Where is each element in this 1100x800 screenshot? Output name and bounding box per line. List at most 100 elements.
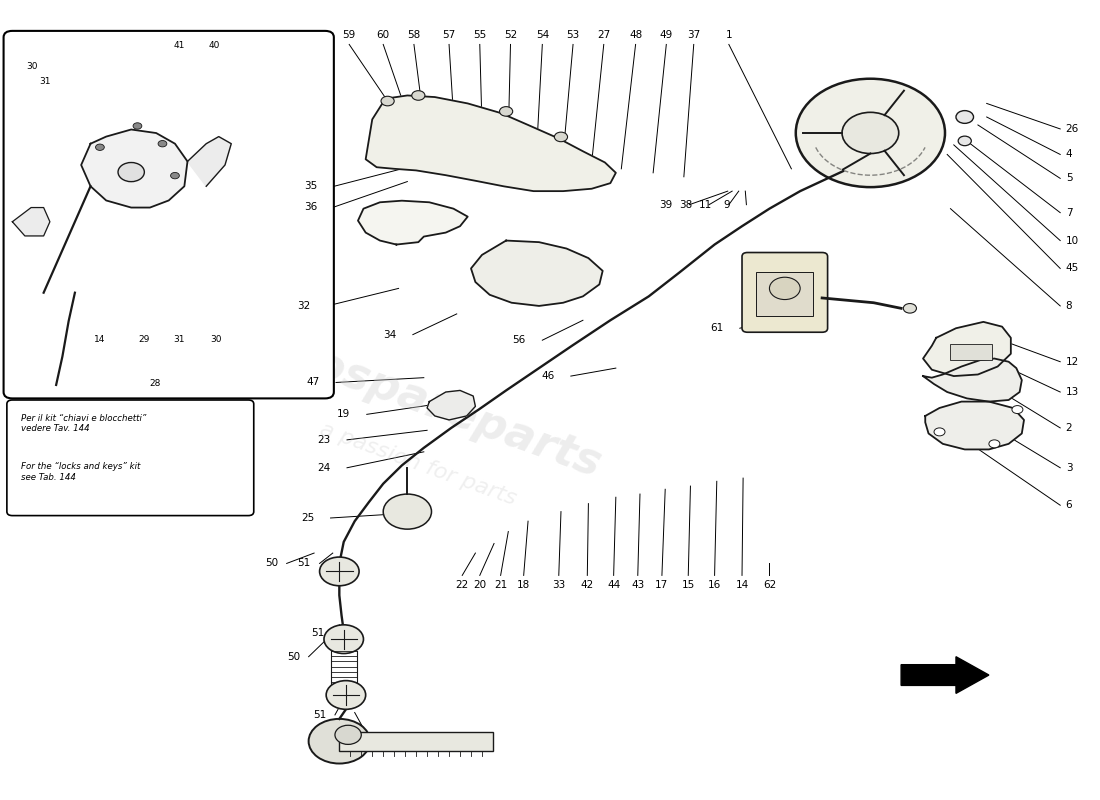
Text: 50: 50 xyxy=(342,723,354,734)
FancyBboxPatch shape xyxy=(7,400,254,515)
Text: 25: 25 xyxy=(300,513,315,523)
Circle shape xyxy=(327,681,365,710)
Bar xyxy=(339,732,493,750)
Text: 14: 14 xyxy=(95,335,106,344)
Circle shape xyxy=(903,303,916,313)
Circle shape xyxy=(956,110,974,123)
Text: 46: 46 xyxy=(541,371,554,381)
Text: 44: 44 xyxy=(607,580,620,590)
Text: 27: 27 xyxy=(597,30,611,40)
Circle shape xyxy=(554,132,568,142)
Text: 51: 51 xyxy=(312,710,327,720)
Text: 38: 38 xyxy=(680,200,693,210)
Text: 10: 10 xyxy=(1066,235,1079,246)
Text: 42: 42 xyxy=(581,580,594,590)
Polygon shape xyxy=(12,207,50,236)
Circle shape xyxy=(309,719,370,763)
Circle shape xyxy=(383,494,431,529)
Text: 29: 29 xyxy=(139,335,150,344)
Circle shape xyxy=(118,162,144,182)
Text: 53: 53 xyxy=(566,30,580,40)
Text: 13: 13 xyxy=(1066,387,1079,397)
Bar xyxy=(757,273,813,316)
Text: 5: 5 xyxy=(1066,174,1072,183)
Text: 8: 8 xyxy=(1066,301,1072,311)
Text: For the “locks and keys” kit
see Tab. 144: For the “locks and keys” kit see Tab. 14… xyxy=(21,462,141,482)
Polygon shape xyxy=(925,402,1024,450)
Text: 52: 52 xyxy=(504,30,517,40)
Circle shape xyxy=(334,726,361,744)
Text: 30: 30 xyxy=(26,62,37,71)
Circle shape xyxy=(842,112,899,154)
Polygon shape xyxy=(923,322,1011,376)
Circle shape xyxy=(934,428,945,436)
Circle shape xyxy=(989,440,1000,448)
Text: 61: 61 xyxy=(711,323,724,334)
Text: eurospareparts: eurospareparts xyxy=(230,314,607,486)
Text: 47: 47 xyxy=(306,378,320,387)
Polygon shape xyxy=(923,358,1022,402)
Text: 12: 12 xyxy=(1066,357,1079,366)
Text: 56: 56 xyxy=(513,335,526,346)
Polygon shape xyxy=(901,657,989,694)
Circle shape xyxy=(133,122,142,129)
Circle shape xyxy=(958,136,971,146)
Text: 39: 39 xyxy=(660,200,673,210)
Text: 4: 4 xyxy=(1066,150,1072,159)
Text: 18: 18 xyxy=(517,580,530,590)
Circle shape xyxy=(158,141,167,147)
Text: 60: 60 xyxy=(376,30,389,40)
Circle shape xyxy=(795,78,945,187)
Text: 54: 54 xyxy=(536,30,549,40)
Text: 50: 50 xyxy=(287,652,300,662)
Text: Per il kit “chiavi e blocchetti”
vedere Tav. 144: Per il kit “chiavi e blocchetti” vedere … xyxy=(21,414,146,433)
Text: 15: 15 xyxy=(682,580,695,590)
Text: 45: 45 xyxy=(1066,263,1079,274)
Bar xyxy=(950,344,992,360)
Circle shape xyxy=(769,278,800,299)
Text: 51: 51 xyxy=(298,558,311,569)
Text: 41: 41 xyxy=(174,41,185,50)
Polygon shape xyxy=(471,241,603,306)
Text: 37: 37 xyxy=(688,30,701,40)
Text: 28: 28 xyxy=(150,379,161,388)
Text: 49: 49 xyxy=(660,30,673,40)
Text: 33: 33 xyxy=(552,580,565,590)
Text: 36: 36 xyxy=(304,202,318,212)
Text: 19: 19 xyxy=(337,410,350,419)
Text: 48: 48 xyxy=(629,30,642,40)
Text: 11: 11 xyxy=(700,200,713,210)
Text: 23: 23 xyxy=(317,435,331,445)
Text: 2: 2 xyxy=(1066,423,1072,433)
Text: 32: 32 xyxy=(298,301,311,311)
Circle shape xyxy=(324,625,363,654)
Text: 6: 6 xyxy=(1066,500,1072,510)
Text: 26: 26 xyxy=(1066,124,1079,134)
Text: 20: 20 xyxy=(473,580,486,590)
Circle shape xyxy=(381,96,394,106)
Text: 58: 58 xyxy=(407,30,420,40)
Circle shape xyxy=(1012,406,1023,414)
Text: 9: 9 xyxy=(724,200,730,210)
FancyBboxPatch shape xyxy=(742,253,827,332)
Polygon shape xyxy=(358,201,468,245)
Circle shape xyxy=(411,90,425,100)
Polygon shape xyxy=(427,390,475,420)
Text: 30: 30 xyxy=(211,335,222,344)
Text: 7: 7 xyxy=(1066,208,1072,218)
Text: 31: 31 xyxy=(40,77,51,86)
Text: 34: 34 xyxy=(383,330,396,340)
Text: 31: 31 xyxy=(174,335,185,344)
Polygon shape xyxy=(187,137,231,186)
Text: 43: 43 xyxy=(631,580,645,590)
Text: 35: 35 xyxy=(304,182,318,191)
Text: 3: 3 xyxy=(1066,462,1072,473)
Circle shape xyxy=(499,106,513,116)
Polygon shape xyxy=(365,95,616,191)
Text: 62: 62 xyxy=(762,580,777,590)
Text: 51: 51 xyxy=(310,628,324,638)
Text: 24: 24 xyxy=(317,462,331,473)
Text: 21: 21 xyxy=(494,580,507,590)
Text: 40: 40 xyxy=(209,41,220,50)
Text: 14: 14 xyxy=(736,580,749,590)
